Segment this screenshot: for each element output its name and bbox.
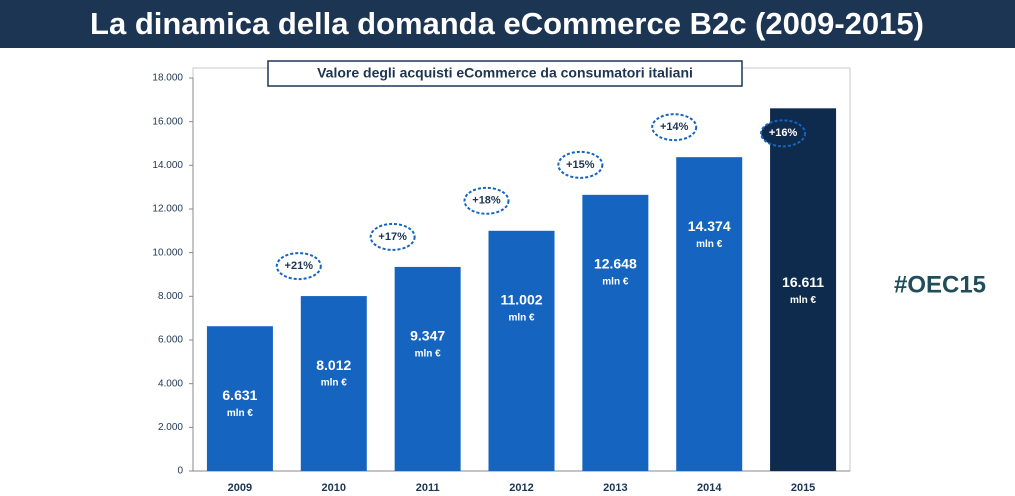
y-tick-label: 12.000 (152, 204, 183, 215)
growth-label: +18% (472, 195, 501, 207)
unit-label: mln € (321, 378, 348, 389)
y-tick-label: 10.000 (152, 247, 183, 258)
y-tick-label: 0 (177, 466, 183, 477)
y-tick-label: 6.000 (158, 335, 183, 346)
growth-label: +21% (285, 260, 314, 272)
growth-badge (369, 222, 416, 251)
growth-badge (557, 150, 604, 179)
x-tick-label: 2013 (603, 482, 627, 494)
y-tick-label: 4.000 (158, 378, 183, 389)
growth-badge (463, 186, 510, 215)
value-label: 8.012 (316, 357, 351, 373)
chart-title-box (267, 60, 743, 87)
title-bar (0, 0, 1015, 48)
x-tick-label: 2009 (228, 482, 252, 494)
y-tick-label: 2.000 (158, 422, 183, 433)
value-label: 11.002 (500, 291, 542, 307)
chart-title: Valore degli acquisti eCommerce da consu… (317, 65, 693, 81)
x-tick-label: 2012 (509, 482, 533, 494)
growth-label: +15% (566, 159, 595, 171)
x-tick-label: 2011 (416, 482, 440, 494)
y-tick-label: 8.000 (158, 291, 183, 302)
x-tick-label: 2014 (697, 482, 722, 494)
bar (300, 296, 367, 471)
x-tick-label: 2015 (791, 482, 815, 494)
growth-badge (275, 252, 322, 281)
unit-label: mln € (696, 239, 723, 250)
unit-label: mln € (508, 312, 535, 323)
value-label: 16.611 (782, 274, 824, 290)
x-tick-label: 2010 (322, 482, 346, 494)
growth-label: +17% (378, 231, 407, 243)
bar (770, 108, 837, 471)
bar (676, 157, 743, 471)
y-tick-label: 16.000 (152, 116, 183, 127)
value-label: 12.648 (594, 256, 637, 272)
growth-badge (760, 119, 807, 148)
bar (394, 266, 461, 471)
growth-badge (651, 113, 698, 142)
bar (488, 230, 555, 471)
bar (206, 326, 273, 471)
slide-title: La dinamica della domanda eCommerce B2c … (90, 6, 924, 41)
growth-label: +16% (769, 127, 798, 139)
value-label: 9.347 (410, 328, 445, 344)
value-label: 6.631 (222, 387, 257, 403)
unit-label: mln € (790, 295, 817, 306)
bar (582, 194, 649, 472)
hashtag: #OEC15 (894, 271, 986, 298)
y-tick-label: 18.000 (152, 73, 183, 84)
y-tick-label: 14.000 (152, 160, 183, 171)
unit-label: mln € (602, 276, 629, 287)
unit-label: mln € (415, 349, 442, 360)
unit-label: mln € (227, 408, 254, 419)
value-label: 14.374 (688, 218, 731, 234)
growth-label: +14% (660, 121, 689, 133)
